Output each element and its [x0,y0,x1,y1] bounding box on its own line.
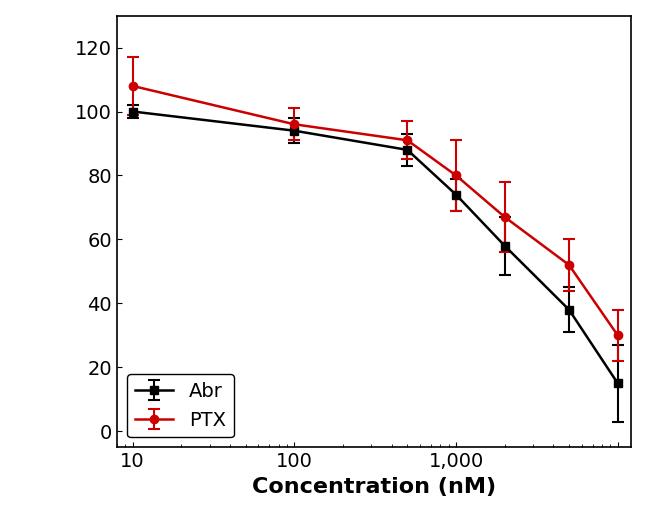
Legend: Abr, PTX: Abr, PTX [127,374,234,437]
X-axis label: Concentration (nM): Concentration (nM) [252,477,496,497]
